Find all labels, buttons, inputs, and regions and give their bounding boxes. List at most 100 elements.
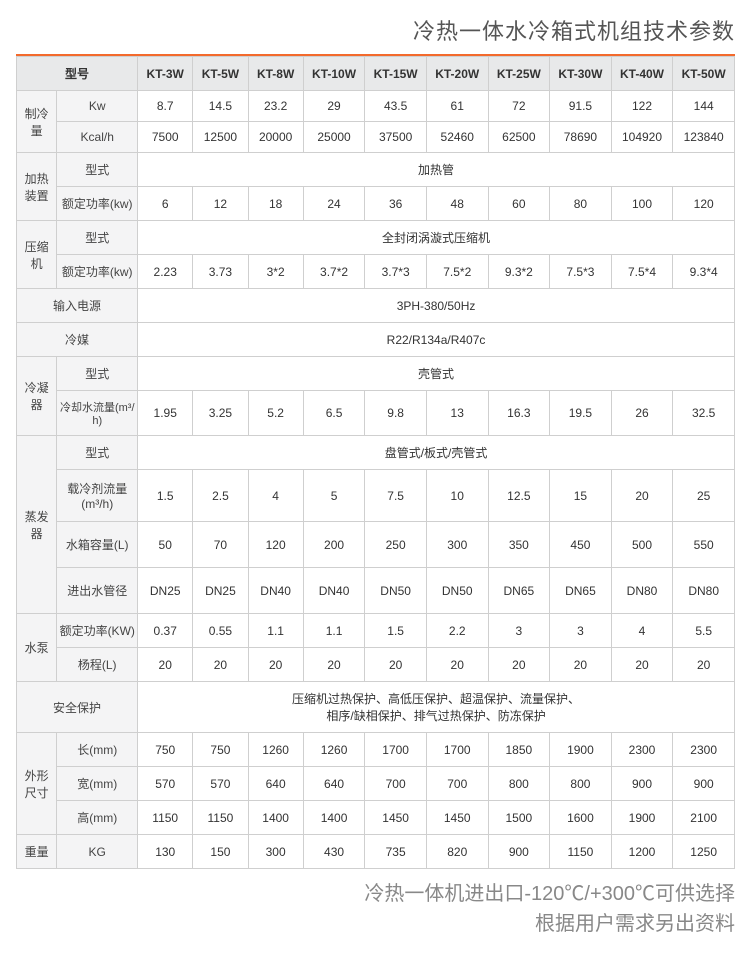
row-type: 型式 <box>57 436 138 470</box>
cell: 1.1 <box>248 614 303 648</box>
row-refrigerant: 冷媒 <box>17 323 138 357</box>
col-kt50w: KT-50W <box>673 57 735 91</box>
cell: 1450 <box>426 801 488 835</box>
row-compressor: 压缩机 <box>17 221 57 289</box>
col-kt25w: KT-25W <box>488 57 550 91</box>
cell: 80 <box>550 187 612 221</box>
cell: DN80 <box>611 568 673 614</box>
cell: 25 <box>673 470 735 522</box>
cell: 3 <box>550 614 612 648</box>
cell: 62500 <box>488 122 550 153</box>
cell: 2.2 <box>426 614 488 648</box>
cell: 100 <box>611 187 673 221</box>
cell: 430 <box>303 835 365 869</box>
cell: 1600 <box>550 801 612 835</box>
row-kw: Kw <box>57 91 138 122</box>
row-type: 型式 <box>57 357 138 391</box>
cell: 7.5 <box>365 470 427 522</box>
cell: 4 <box>611 614 673 648</box>
row-rated-power-kw: 额定功率(kw) <box>57 187 138 221</box>
row-type: 型式 <box>57 153 138 187</box>
row-cooling-water-flow: 冷却水流量(m³/h) <box>57 391 138 436</box>
row-input-power: 输入电源 <box>17 289 138 323</box>
col-kt3w: KT-3W <box>138 57 193 91</box>
cell: 1.5 <box>138 470 193 522</box>
row-dimensions: 外形 尺寸 <box>17 733 57 835</box>
footnote: 冷热一体机进出口-120℃/+300℃可供选择 根据用户需求另出资料 <box>16 869 735 939</box>
col-kt20w: KT-20W <box>426 57 488 91</box>
col-model: 型号 <box>17 57 138 91</box>
cell: 3.7*2 <box>303 255 365 289</box>
cell: 12500 <box>193 122 248 153</box>
cell: 550 <box>673 522 735 568</box>
cell: 5 <box>303 470 365 522</box>
cell: 570 <box>138 767 193 801</box>
cell: 1850 <box>488 733 550 767</box>
safety-line-2: 相序/缺相保护、排气过热保护、防冻保护 <box>326 709 545 723</box>
cell: 7.5*3 <box>550 255 612 289</box>
footnote-line-1: 冷热一体机进出口-120℃/+300℃可供选择 <box>16 879 735 909</box>
cell: 20 <box>488 648 550 682</box>
cell: 5.5 <box>673 614 735 648</box>
cell: 20 <box>426 648 488 682</box>
cell: 20 <box>248 648 303 682</box>
cell: 0.55 <box>193 614 248 648</box>
cell: 104920 <box>611 122 673 153</box>
cell: 10 <box>426 470 488 522</box>
cell: 20 <box>193 648 248 682</box>
cell: 20 <box>611 470 673 522</box>
cell: 2.5 <box>193 470 248 522</box>
cell: 1.5 <box>365 614 427 648</box>
cell: 6.5 <box>303 391 365 436</box>
cell: 300 <box>426 522 488 568</box>
spec-table: 型号 KT-3W KT-5W KT-8W KT-10W KT-15W KT-20… <box>16 56 735 869</box>
cell-span: 盘管式/板式/壳管式 <box>138 436 735 470</box>
cell: 1150 <box>138 801 193 835</box>
safety-line-1: 压缩机过热保护、高低压保护、超温保护、流量保护、 <box>292 692 580 706</box>
col-kt15w: KT-15W <box>365 57 427 91</box>
cell: DN25 <box>138 568 193 614</box>
row-kg: KG <box>57 835 138 869</box>
cell: 19.5 <box>550 391 612 436</box>
cell: 130 <box>138 835 193 869</box>
row-safety: 安全保护 <box>17 682 138 733</box>
cell: 3 <box>488 614 550 648</box>
row-type: 型式 <box>57 221 138 255</box>
cell: 3*2 <box>248 255 303 289</box>
cell: 12 <box>193 187 248 221</box>
cell: 20 <box>303 648 365 682</box>
cell: 9.3*2 <box>488 255 550 289</box>
cell: 32.5 <box>673 391 735 436</box>
cell: 13 <box>426 391 488 436</box>
row-evaporator: 蒸发器 <box>17 436 57 614</box>
cell: 1260 <box>303 733 365 767</box>
page-title: 冷热一体水冷箱式机组技术参数 <box>16 10 735 54</box>
cell: DN25 <box>193 568 248 614</box>
cell: 120 <box>673 187 735 221</box>
cell: 7500 <box>138 122 193 153</box>
cell: 800 <box>488 767 550 801</box>
cell: 123840 <box>673 122 735 153</box>
cell: 750 <box>193 733 248 767</box>
row-heating-device: 加热装置 <box>17 153 57 221</box>
cell: 1200 <box>611 835 673 869</box>
cell: 1700 <box>365 733 427 767</box>
cell: 570 <box>193 767 248 801</box>
row-rated-power-KW: 额定功率(KW) <box>57 614 138 648</box>
row-kcal: Kcal/h <box>57 122 138 153</box>
row-length: 长(mm) <box>57 733 138 767</box>
cell: 43.5 <box>365 91 427 122</box>
cell: 72 <box>488 91 550 122</box>
cell: 4 <box>248 470 303 522</box>
cell: 23.2 <box>248 91 303 122</box>
col-kt30w: KT-30W <box>550 57 612 91</box>
cell: 50 <box>138 522 193 568</box>
cell: 820 <box>426 835 488 869</box>
cell: 700 <box>426 767 488 801</box>
cell: 16.3 <box>488 391 550 436</box>
cell: 29 <box>303 91 365 122</box>
cell: 78690 <box>550 122 612 153</box>
cell: 24 <box>303 187 365 221</box>
cell: 1.95 <box>138 391 193 436</box>
cell: 48 <box>426 187 488 221</box>
